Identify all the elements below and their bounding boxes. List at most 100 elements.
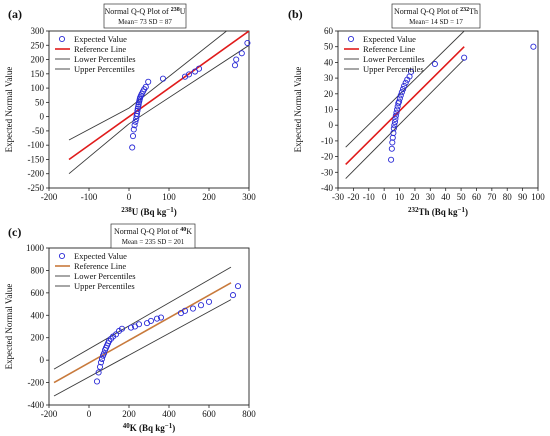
data-point [392, 115, 399, 122]
y-tick-label: -150 [28, 154, 45, 164]
data-point [398, 89, 405, 96]
legend-label: Reference Line [363, 44, 415, 54]
legend-label: Upper Percentiles [74, 64, 135, 74]
x-tick-label: -30 [332, 192, 344, 202]
data-point [402, 79, 409, 86]
data-point [388, 145, 395, 152]
data-point [397, 92, 404, 99]
x-tick-label: 0 [127, 192, 132, 202]
title-box [103, 3, 187, 29]
series-line-upper-percentiles [345, 31, 465, 148]
data-point [400, 86, 407, 93]
data-point [127, 324, 135, 331]
legend-marker [58, 252, 66, 260]
data-point [233, 56, 240, 63]
x-tick-label: 400 [162, 409, 176, 419]
title-superscript: 238 [171, 7, 180, 13]
data-point [100, 350, 108, 357]
legend-marker [58, 35, 66, 43]
data-point [396, 95, 403, 102]
data-point [229, 292, 237, 299]
series-line-upper-percentiles [53, 266, 232, 370]
data-point [195, 65, 203, 72]
legend-label: Lower Percentiles [74, 54, 136, 64]
y-tick-label: 150 [31, 69, 45, 79]
y-tick-label: 200 [31, 55, 45, 65]
chart-panel: -30 -20 -10 0 10 20 30 40 50 60 70 80 90 100-40-30-20… [288, 3, 545, 217]
y-tick-label: 40 [324, 57, 334, 67]
y-tick-label: -10 [321, 136, 333, 146]
x-tick-label: 600 [202, 409, 216, 419]
data-point [234, 283, 242, 290]
data-point [401, 82, 408, 89]
y-tick-label: -200 [28, 169, 45, 179]
x-tick-label: 200 [122, 409, 136, 419]
x-tick-label: 800 [242, 409, 256, 419]
y-tick-label: -100 [28, 140, 45, 150]
x-tick-label: 90 [518, 192, 528, 202]
data-point [391, 119, 398, 126]
series-line-reference-line [345, 46, 465, 165]
x-tick-label: 40 [441, 192, 451, 202]
data-point [118, 325, 126, 332]
data-point [96, 363, 104, 370]
data-point [97, 359, 105, 366]
y-tick-label: 60 [324, 26, 334, 36]
data-point [153, 315, 161, 322]
legend-label: Lower Percentiles [363, 54, 425, 64]
x-tick-label: 300 [242, 192, 256, 202]
data-point [129, 132, 137, 140]
y-axis-label: Expected Normal Value [4, 67, 14, 153]
x-tick-label: 70 [487, 192, 497, 202]
chart-stats: Mean= 14 SD = 17 [409, 18, 463, 26]
data-point [98, 355, 106, 363]
legend-label: Reference Line [74, 44, 126, 54]
x-tick-label: 60 [472, 192, 482, 202]
data-point [135, 321, 143, 328]
title-box [391, 3, 481, 29]
data-point [135, 101, 142, 108]
data-point [130, 126, 137, 133]
title-superscript: 40 [180, 227, 186, 233]
data-point [393, 109, 400, 116]
y-tick-label: 50 [35, 97, 45, 107]
panel-label: (c) [8, 225, 21, 239]
title-box [110, 223, 196, 249]
data-point [389, 139, 396, 146]
y-tick-label: 0 [329, 120, 334, 130]
x-tick-label: 50 [457, 192, 467, 202]
x-tick-label: 0 [87, 409, 92, 419]
data-point [189, 305, 197, 312]
data-point [392, 112, 399, 119]
y-axis-label: Expected Normal Value [293, 67, 303, 153]
title-superscript: 232 [460, 7, 469, 13]
data-point [112, 331, 120, 338]
data-point [157, 314, 165, 321]
y-tick-label: -20 [321, 152, 333, 162]
x-axis-label: 232Th (Bq kg−1) [408, 206, 468, 217]
y-tick-label: -200 [28, 378, 45, 388]
data-point [530, 43, 537, 50]
panel-label: (a) [8, 7, 22, 21]
chart-stats: Mean = 235 SD = 201 [122, 238, 185, 246]
data-point [129, 144, 136, 151]
data-point [95, 369, 102, 376]
y-tick-label: -50 [32, 126, 44, 136]
x-tick-label: -10 [363, 192, 375, 202]
y-tick-label: 0 [40, 355, 45, 365]
x-tick-label: 100 [531, 192, 545, 202]
x-tick-label: 10 [395, 192, 405, 202]
data-point [145, 78, 152, 85]
series-line-lower-percentiles [345, 58, 465, 179]
y-tick-label: -40 [321, 183, 333, 193]
y-tick-label: -400 [28, 400, 45, 410]
y-tick-label: 250 [31, 40, 45, 50]
y-tick-label: 600 [31, 288, 45, 298]
x-tick-label: -100 [81, 192, 98, 202]
y-tick-label: 20 [324, 89, 334, 99]
x-tick-label: 200 [202, 192, 216, 202]
chart-title: Normal Q-Q Plot of 232Th [394, 7, 478, 16]
y-axis-label: Expected Normal Value [4, 284, 14, 370]
chart-title: Normal Q-Q Plot of 238U [105, 7, 186, 16]
